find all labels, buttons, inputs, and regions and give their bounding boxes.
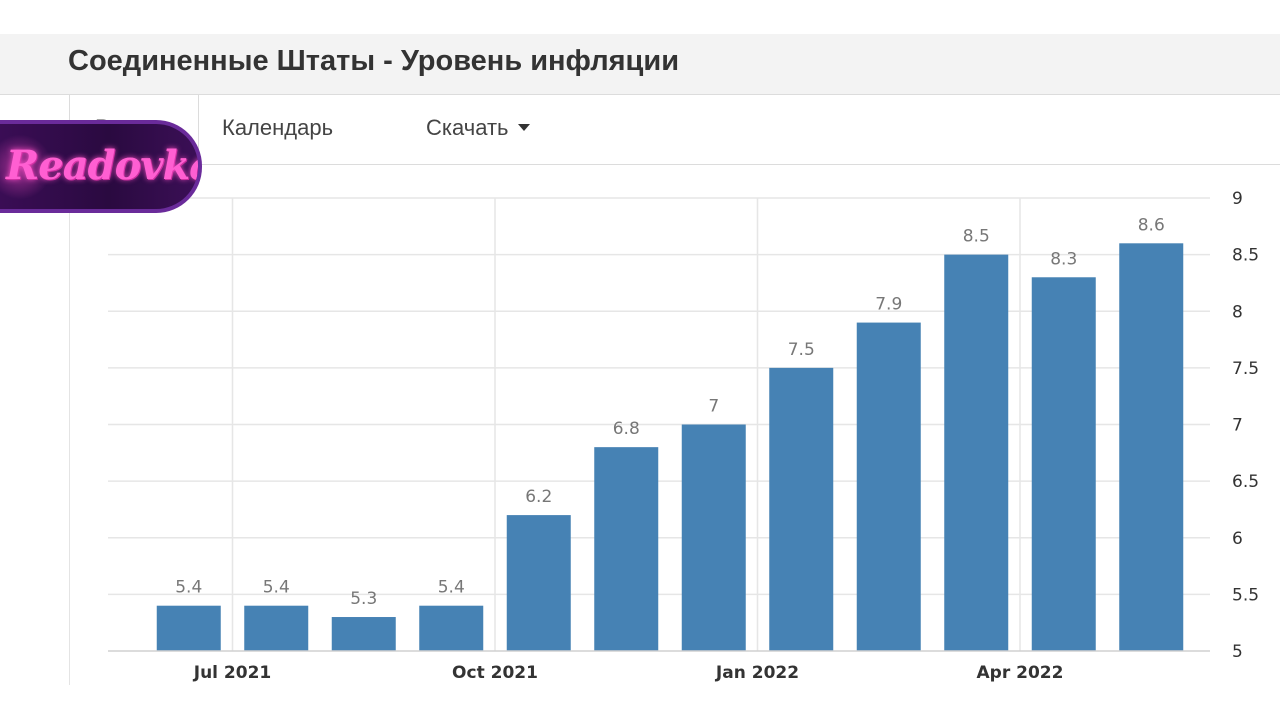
data-label: 8.3 — [1050, 249, 1077, 269]
data-label: 5.4 — [263, 578, 290, 598]
title-bar: Соединенные Штаты - Уровень инфляции — [0, 34, 1280, 95]
data-label: 8.5 — [963, 227, 990, 247]
y-tick-label: 7.5 — [1232, 359, 1259, 379]
data-label: 6.8 — [613, 419, 640, 439]
tab-download[interactable]: Скачать — [426, 115, 530, 141]
bar — [244, 605, 309, 651]
x-tick-label: Oct 2021 — [452, 663, 538, 683]
readovka-logo: Readovka — [0, 120, 202, 213]
data-label: 5.3 — [350, 589, 377, 609]
bar — [594, 447, 659, 651]
bar — [1031, 277, 1096, 651]
data-label: 7 — [708, 397, 719, 417]
data-label: 5.4 — [175, 578, 202, 598]
bar — [681, 424, 746, 651]
axis-layer: 5 5.5 6 6.5 7 7.5 8 8.5 9 Jul 2021 Oct 2021 Jan 202… — [108, 189, 1259, 683]
y-tick-label: 7 — [1232, 416, 1243, 436]
bar — [156, 605, 221, 651]
y-tick-label: 8 — [1232, 302, 1243, 322]
bar — [331, 617, 396, 651]
data-label: 5.4 — [438, 578, 465, 598]
tab-divider — [198, 95, 199, 164]
x-tick-label: Jul 2021 — [193, 663, 272, 683]
logo-text: Readovka — [6, 142, 202, 189]
logo-glow — [0, 132, 50, 202]
bar — [769, 367, 834, 651]
x-tick-label: Apr 2022 — [977, 663, 1064, 683]
y-tick-label: 6 — [1232, 529, 1243, 549]
y-tick-label: 9 — [1232, 189, 1243, 209]
bar — [1119, 243, 1184, 652]
grid-layer — [108, 197, 1210, 651]
tab-calendar[interactable]: Календарь — [222, 115, 334, 140]
bar — [856, 322, 921, 651]
y-tick-label: 5 — [1232, 642, 1243, 662]
y-tick-label: 6.5 — [1232, 472, 1259, 492]
x-tick-label: Jan 2022 — [715, 663, 799, 683]
bar-layer — [156, 243, 1184, 652]
bar — [419, 605, 484, 651]
data-label: 7.5 — [788, 340, 815, 360]
y-tick-label: 5.5 — [1232, 585, 1259, 605]
caret-down-icon — [517, 123, 530, 131]
bar — [506, 515, 571, 651]
data-label: 8.6 — [1138, 215, 1165, 235]
label-layer: 5.4 5.4 5.3 5.4 6.2 6.8 7 7.5 7.9 8.5 8.3 8.6 — [175, 215, 1165, 609]
data-label: 7.9 — [875, 295, 902, 315]
y-tick-label: 8.5 — [1232, 246, 1259, 266]
bar — [944, 254, 1009, 651]
chart-left-border — [69, 165, 70, 685]
data-label: 6.2 — [525, 487, 552, 507]
tab-download-label: Скачать — [426, 115, 509, 140]
page-title: Соединенные Штаты - Уровень инфляции — [68, 45, 680, 77]
